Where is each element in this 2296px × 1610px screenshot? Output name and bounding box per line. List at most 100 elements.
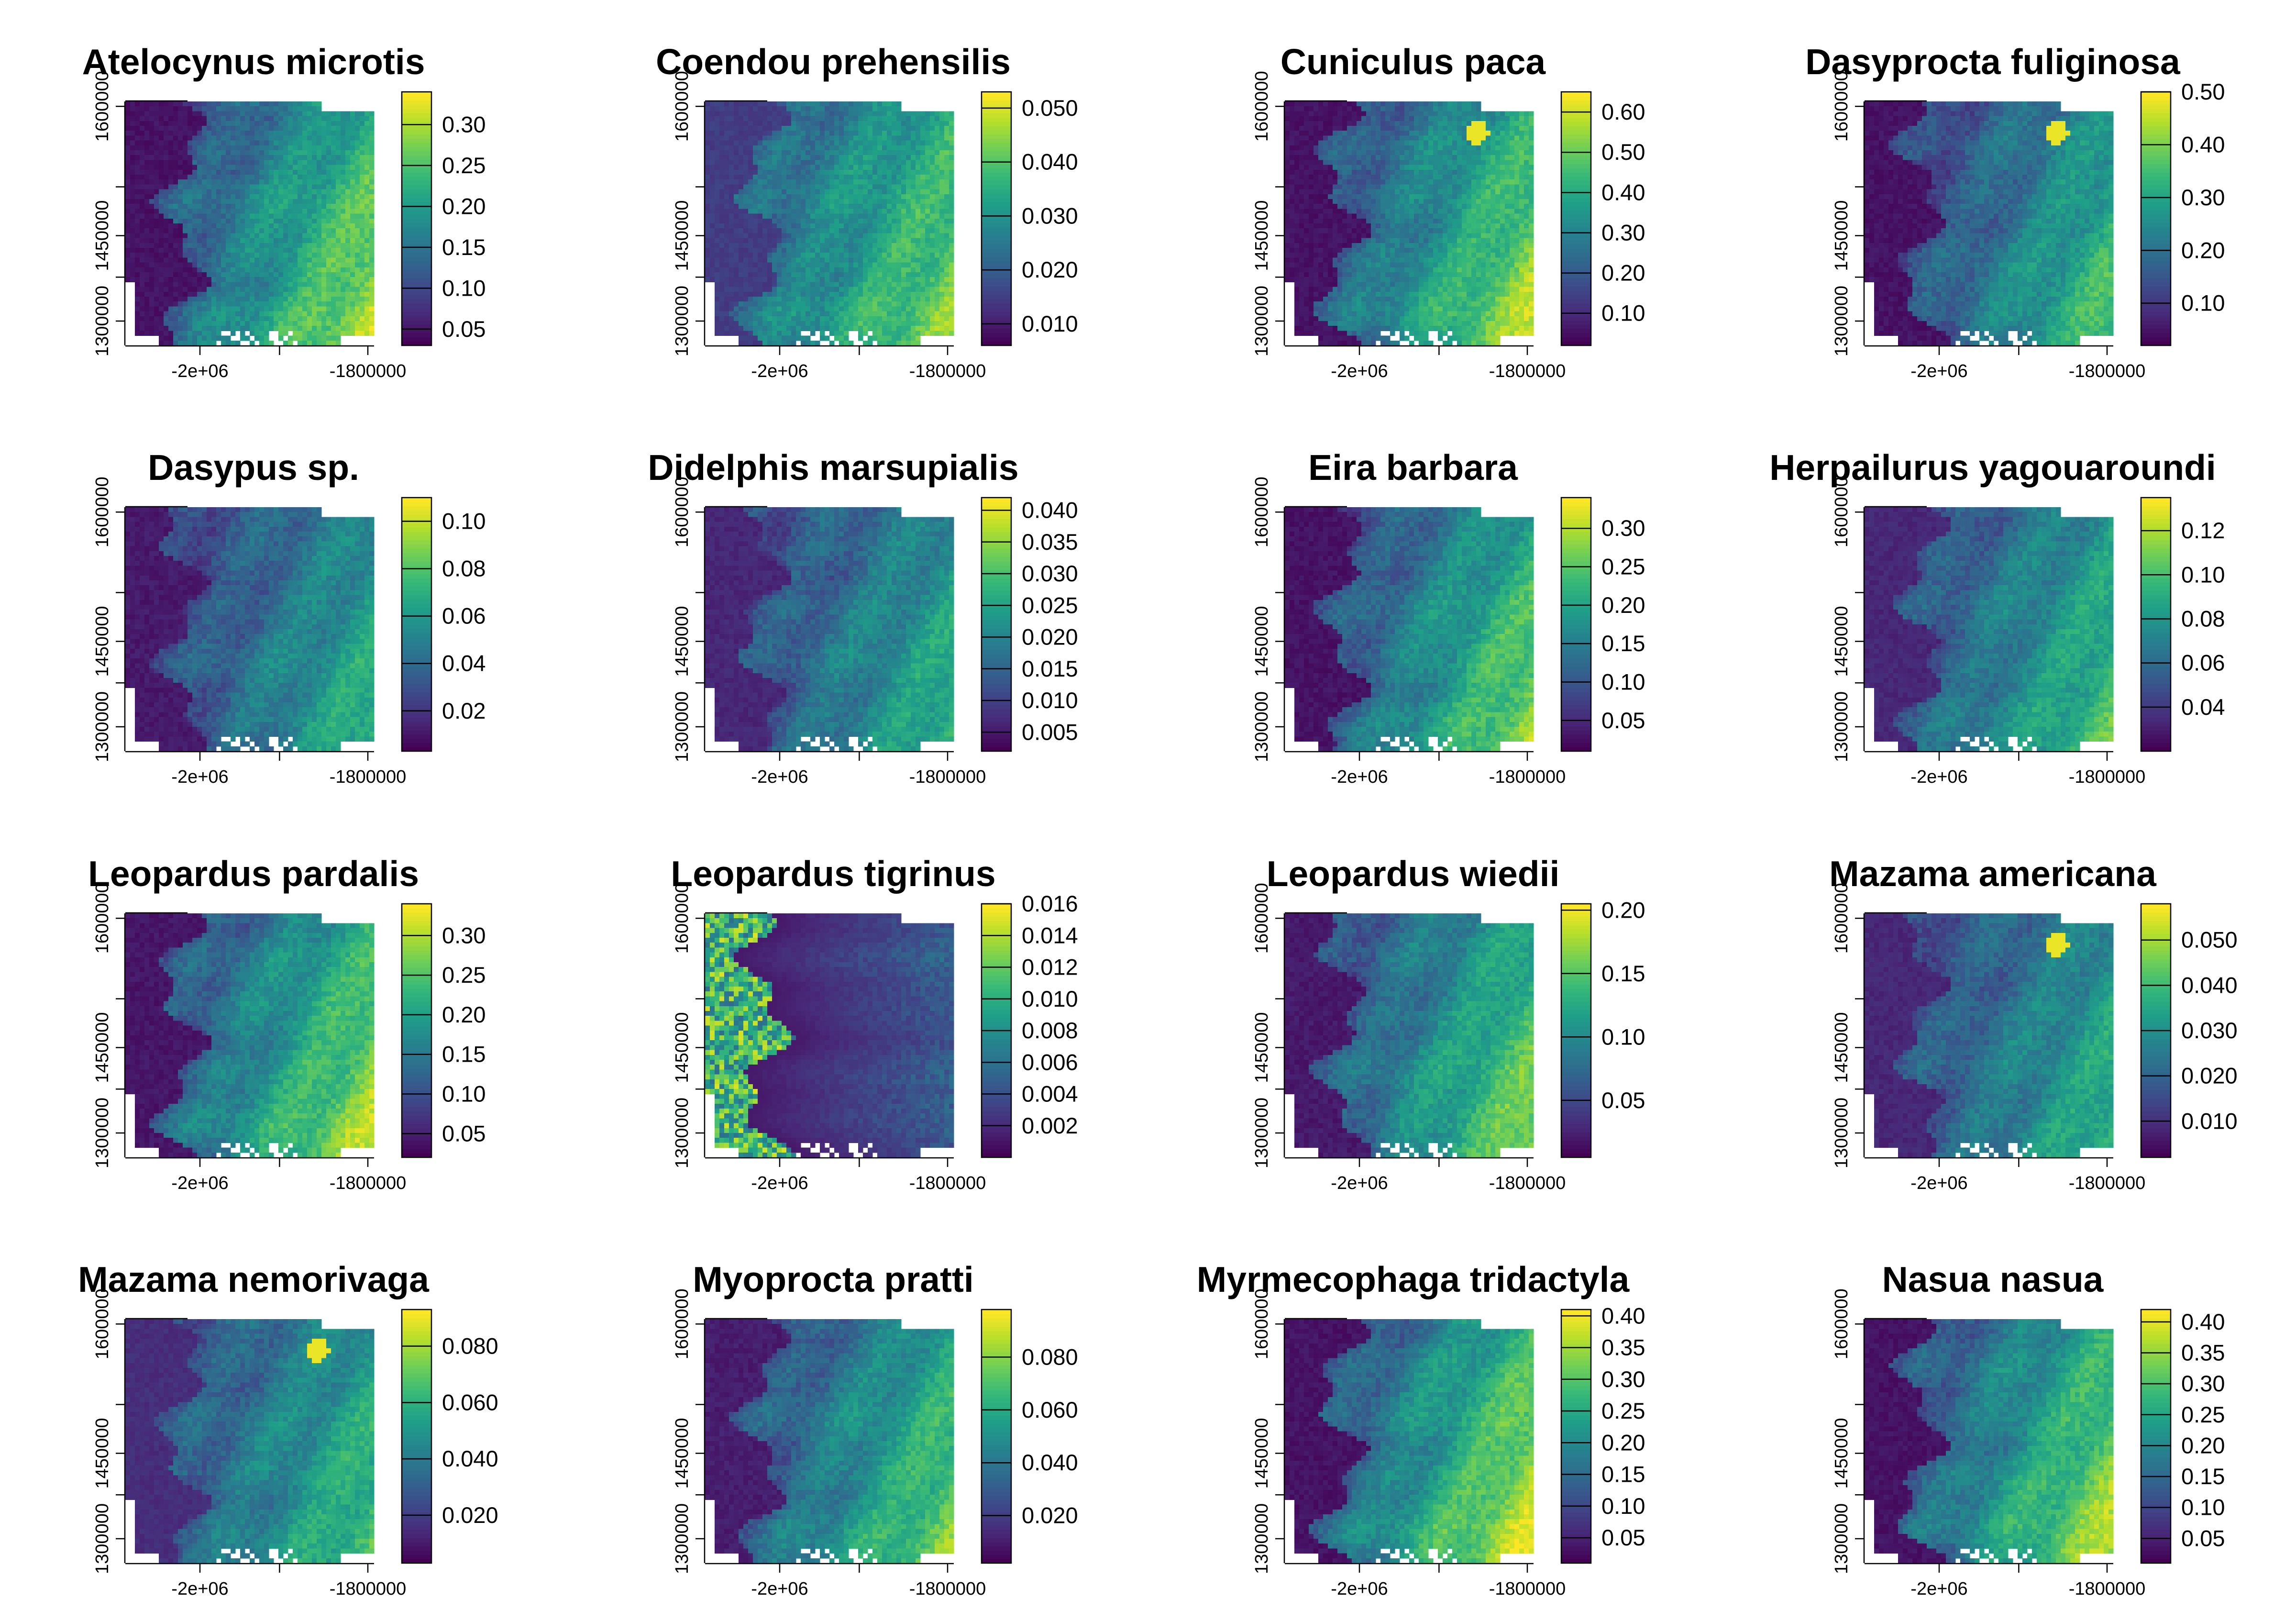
colorbar-tick-label: 0.005: [1022, 719, 1078, 744]
x-tick-label: -1800000: [1489, 361, 1566, 381]
x-tick-label: -1800000: [909, 1173, 986, 1193]
x-tick-label: -2e+06: [171, 361, 228, 381]
panel-title: Mazama americana: [1829, 854, 2157, 894]
colorbar-tick-label: 0.04: [2181, 694, 2225, 720]
panel-leopardus-tigrinus: -2e+06-18000001300000145000016000000.002…: [671, 854, 1078, 1193]
panel-title: Didelphis marsupialis: [648, 447, 1018, 488]
colorbar-dasyprocta-fuliginosa: 0.100.200.300.400.50: [2141, 79, 2225, 346]
colorbar-tick-label: 0.15: [1601, 961, 1645, 986]
x-tick-label: -1800000: [2069, 1579, 2146, 1599]
y-tick-label: 1450000: [672, 1418, 692, 1489]
colorbar-tick-label: 0.05: [2181, 1525, 2225, 1551]
colorbar-tick-label: 0.12: [2181, 518, 2225, 543]
raster-nasua-nasua: [1865, 1319, 2114, 1564]
colorbar-tick-label: 0.35: [1601, 1335, 1645, 1360]
x-tick-label: -2e+06: [1331, 1579, 1388, 1599]
x-tick-label: -2e+06: [1910, 1579, 1967, 1599]
colorbar-herpailurus-yagouaroundi: 0.040.060.080.100.12: [2141, 498, 2225, 752]
colorbar-tick-label: 0.06: [442, 603, 486, 629]
x-tick-label: -2e+06: [1331, 767, 1388, 787]
y-tick-label: 1300000: [672, 1098, 692, 1168]
colorbar-atelocynus-microtis: 0.050.100.150.200.250.30: [402, 92, 486, 346]
colorbar-tick-label: 0.060: [442, 1389, 498, 1415]
panel-title: Dasyprocta fuliginosa: [1805, 42, 2181, 82]
y-tick-label: 1600000: [672, 1288, 692, 1359]
x-tick-label: -1800000: [1489, 1579, 1566, 1599]
x-tick-label: -2e+06: [171, 1579, 228, 1599]
colorbar-dasypus-sp: 0.020.040.060.080.10: [402, 498, 486, 752]
colorbar-tick-label: 0.020: [1022, 624, 1078, 650]
raster-dasypus-sp: [125, 507, 375, 752]
colorbar-tick-label: 0.040: [1022, 498, 1078, 523]
colorbar-tick-label: 0.50: [1601, 139, 1645, 165]
colorbar-tick-label: 0.050: [2181, 927, 2238, 953]
colorbar-tick-label: 0.040: [1022, 149, 1078, 175]
y-tick-label: 1300000: [1252, 1503, 1272, 1574]
panel-title: Atelocynus microtis: [82, 42, 425, 82]
y-tick-label: 1300000: [672, 1503, 692, 1574]
colorbar-tick-label: 0.025: [1022, 592, 1078, 618]
x-tick-label: -1800000: [909, 767, 986, 787]
x-tick-label: -2e+06: [1910, 767, 1967, 787]
x-tick-label: -2e+06: [751, 767, 808, 787]
y-tick-label: 1300000: [672, 286, 692, 356]
colorbar-tick-label: 0.040: [1022, 1450, 1078, 1475]
y-tick-label: 1600000: [1832, 1288, 1852, 1359]
colorbar-tick-label: 0.15: [442, 234, 486, 260]
colorbar-tick-label: 0.06: [2181, 650, 2225, 676]
x-tick-label: -2e+06: [1910, 361, 1967, 381]
y-tick-label: 1300000: [92, 1098, 112, 1168]
raster-herpailurus-yagouaroundi: [1865, 507, 2114, 752]
y-tick-label: 1300000: [92, 1503, 112, 1574]
colorbar-tick-label: 0.080: [442, 1333, 498, 1359]
colorbar-leopardus-wiedii: 0.050.100.150.20: [1561, 897, 1645, 1158]
y-tick-label: 1450000: [92, 606, 112, 677]
raster-myrmecophaga-tridactyla: [1285, 1319, 1534, 1564]
colorbar-eira-barbara: 0.050.100.150.200.250.30: [1561, 498, 1645, 752]
x-tick-label: -2e+06: [1331, 361, 1388, 381]
x-tick-label: -1800000: [1489, 1173, 1566, 1193]
colorbar-tick-label: 0.010: [1022, 986, 1078, 1011]
raster-mazama-nemorivaga: [125, 1319, 375, 1564]
y-tick-label: 1450000: [1252, 606, 1272, 677]
y-tick-label: 1450000: [1832, 606, 1852, 677]
panel-dasypus-sp: -2e+06-18000001300000145000016000000.020…: [92, 447, 486, 787]
colorbar-tick-label: 0.10: [1601, 1024, 1645, 1049]
colorbar-tick-label: 0.020: [2181, 1063, 2238, 1088]
colorbar-tick-label: 0.25: [442, 962, 486, 988]
colorbar-tick-label: 0.30: [442, 111, 486, 137]
colorbar-tick-label: 0.002: [1022, 1113, 1078, 1138]
y-tick-label: 1450000: [672, 1012, 692, 1083]
colorbar-tick-label: 0.10: [442, 1081, 486, 1107]
colorbar-tick-label: 0.15: [2181, 1464, 2225, 1489]
colorbar-tick-label: 0.15: [442, 1042, 486, 1067]
x-tick-label: -1800000: [330, 1173, 407, 1193]
colorbar-tick-label: 0.016: [1022, 891, 1078, 916]
panel-coendou-prehensilis: -2e+06-18000001300000145000016000000.010…: [656, 42, 1078, 381]
panel-title: Dasypus sp.: [148, 447, 359, 488]
colorbar-tick-label: 0.40: [1601, 179, 1645, 205]
colorbar-tick-label: 0.25: [442, 153, 486, 178]
colorbar-tick-label: 0.030: [1022, 561, 1078, 586]
colorbar-tick-label: 0.012: [1022, 955, 1078, 980]
panel-nasua-nasua: -2e+06-18000001300000145000016000000.050…: [1832, 1259, 2225, 1599]
colorbar-tick-label: 0.060: [1022, 1397, 1078, 1422]
colorbar-tick-label: 0.020: [1022, 1503, 1078, 1528]
raster-dasyprocta-fuliginosa: [1865, 101, 2114, 346]
panel-title: Mazama nemorivaga: [78, 1259, 430, 1299]
colorbar-tick-label: 0.30: [1601, 1366, 1645, 1392]
y-tick-label: 1300000: [1252, 691, 1272, 762]
colorbar-tick-label: 0.40: [2181, 132, 2225, 157]
colorbar-tick-label: 0.25: [1601, 554, 1645, 579]
colorbar-tick-label: 0.10: [2181, 562, 2225, 587]
x-tick-label: -1800000: [330, 361, 407, 381]
colorbar-tick-label: 0.10: [1601, 669, 1645, 694]
x-tick-label: -1800000: [909, 1579, 986, 1599]
x-tick-label: -1800000: [909, 361, 986, 381]
raster-coendou-prehensilis: [705, 101, 954, 346]
colorbar-tick-label: 0.05: [1601, 1525, 1645, 1550]
